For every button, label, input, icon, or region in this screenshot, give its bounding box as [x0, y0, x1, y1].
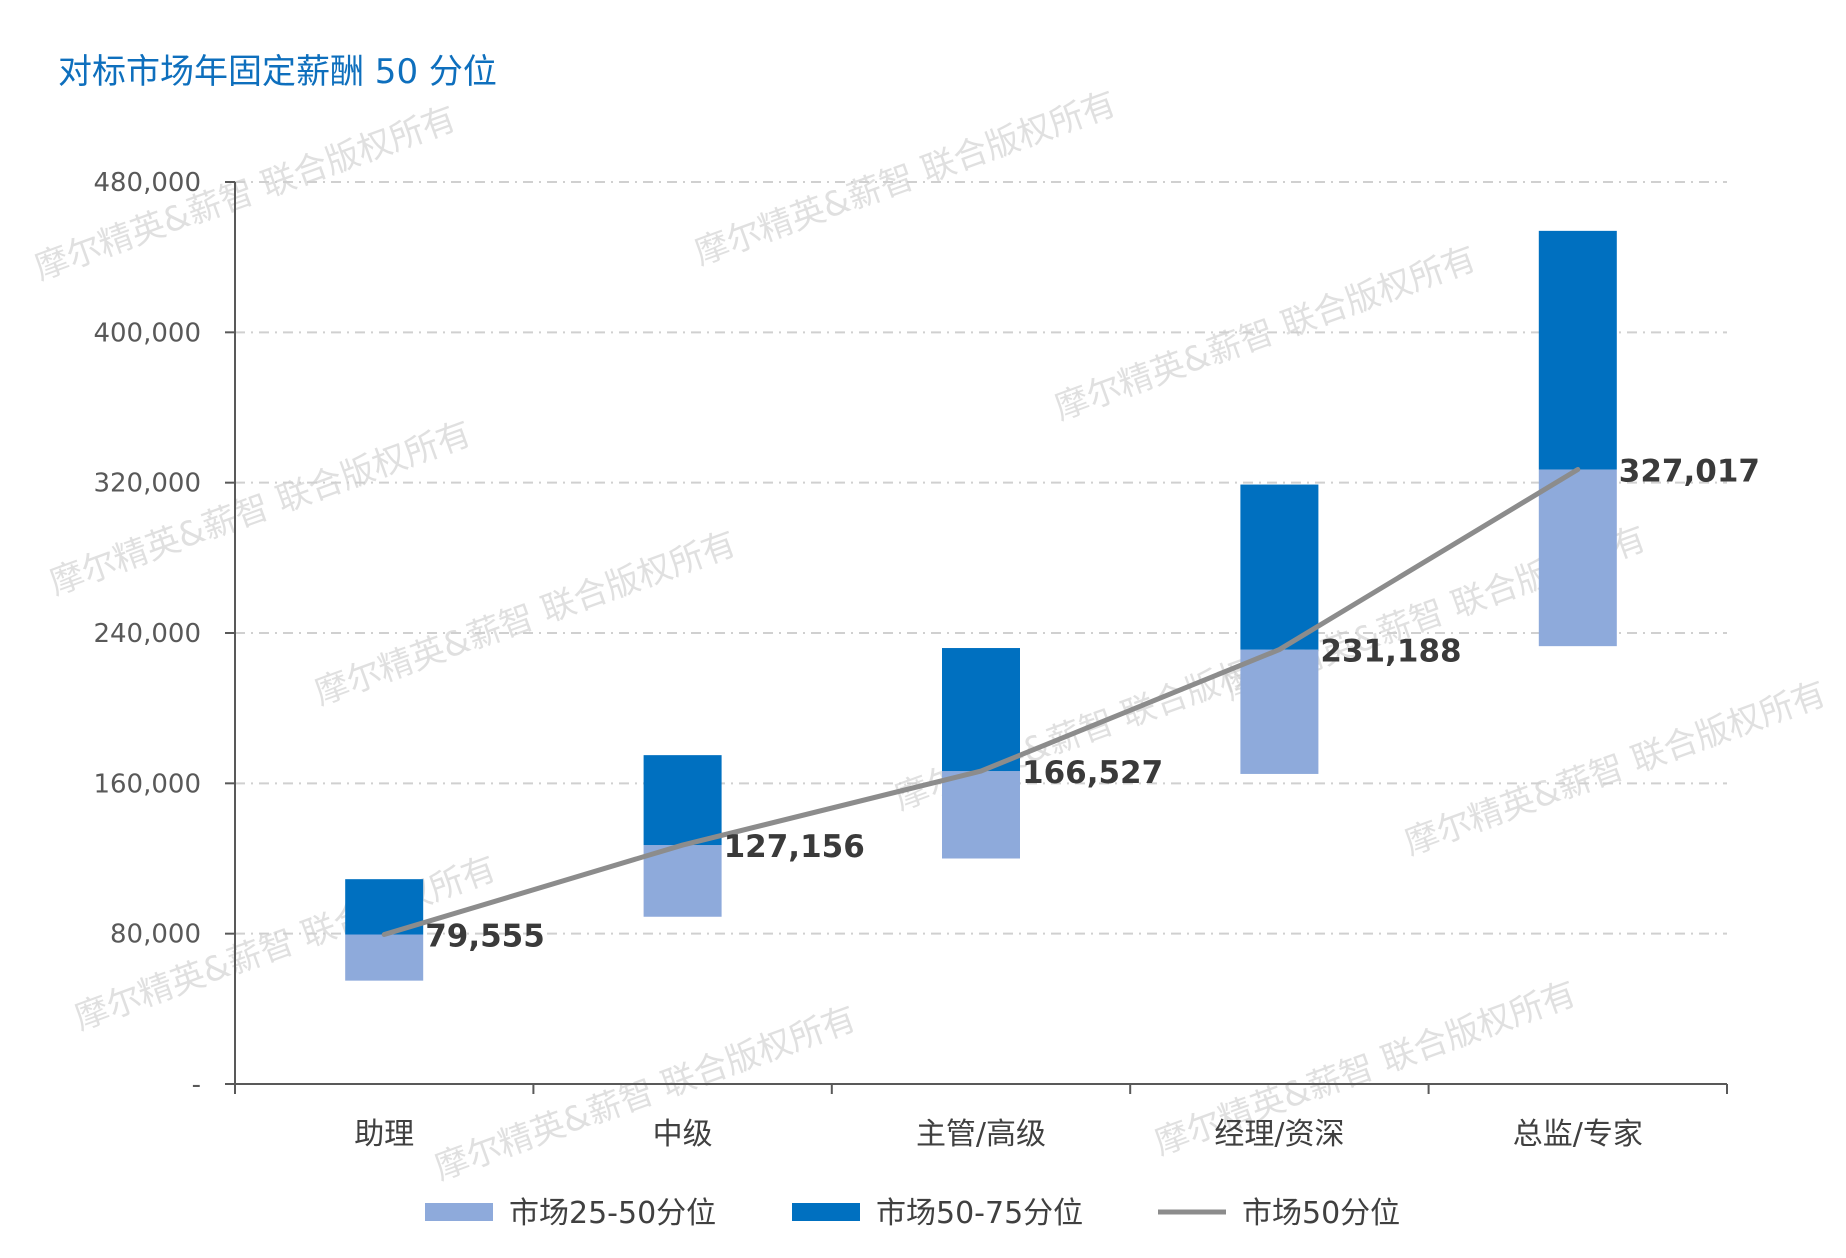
chart-title: 对标市场年固定薪酬 50 分位: [58, 52, 497, 92]
y-tick-label: 160,000: [93, 769, 201, 799]
watermark-text: 摩尔精英&薪智 联合版权所有: [309, 524, 741, 714]
y-tick-label: 80,000: [110, 920, 201, 950]
bar-p50-p75: [643, 755, 722, 846]
y-tick-label: 480,000: [93, 168, 201, 198]
bar-p25-p50: [643, 845, 722, 917]
bar-p50-p75: [942, 648, 1020, 772]
x-category-label: 助理: [354, 1117, 414, 1152]
y-tick-label: 400,000: [93, 318, 201, 348]
x-category-label: 中级: [653, 1117, 713, 1152]
x-category-label: 主管/高级: [916, 1117, 1046, 1152]
legend: 市场25-50分位 市场50-75分位 市场50分位: [425, 1196, 1400, 1231]
legend-label: 市场25-50分位: [509, 1196, 716, 1231]
bar-p50-p75: [1240, 484, 1319, 650]
legend-swatch: [425, 1203, 493, 1221]
bar-p50-p75: [1538, 230, 1617, 470]
axes: - 80,000 160,000 240,000 320,000 400,000 480,0…: [93, 168, 1728, 1152]
bar-p25-p50: [1538, 469, 1617, 647]
legend-swatch: [792, 1203, 860, 1221]
legend-label: 市场50分位: [1242, 1196, 1400, 1231]
x-category-label: 经理/资深: [1214, 1117, 1344, 1152]
median-line-path: [381, 466, 1581, 938]
bar-p25-p50: [345, 934, 424, 981]
median-line: [381, 466, 1581, 938]
data-label: 79,555: [425, 919, 545, 955]
y-tick-label: 240,000: [93, 619, 201, 649]
data-label: 166,527: [1022, 755, 1163, 791]
x-category-label: 总监/专家: [1513, 1117, 1643, 1152]
legend-label: 市场50-75分位: [876, 1196, 1083, 1231]
watermark-text: 摩尔精英&薪智 联合版权所有: [1049, 239, 1481, 429]
y-tick-label: 320,000: [93, 469, 201, 499]
data-label: 327,017: [1619, 453, 1760, 489]
watermark-text: 摩尔精英&薪智 联合版权所有: [689, 84, 1121, 274]
y-tick-label: -: [192, 1070, 201, 1100]
watermark-text: 摩尔精英&薪智 联合版权所有: [1399, 674, 1831, 864]
bar-p25-p50: [942, 771, 1020, 859]
data-label: 127,156: [724, 829, 865, 865]
watermark-text: 摩尔精英&薪智 联合版权所有: [429, 999, 861, 1189]
bar-p25-p50: [1240, 649, 1319, 774]
bars: [345, 230, 1617, 981]
data-labels: 79,555 127,156 166,527 231,188 327,017: [425, 453, 1760, 954]
watermark-text: 摩尔精英&薪智 联合版权所有: [44, 414, 476, 604]
data-label: 231,188: [1320, 634, 1461, 670]
